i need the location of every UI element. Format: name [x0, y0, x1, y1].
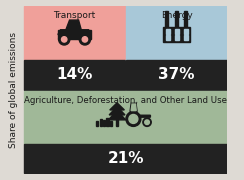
- Text: Agriculture, Deforestation, and Other Land Use: Agriculture, Deforestation, and Other La…: [24, 96, 227, 105]
- Text: Transport: Transport: [53, 11, 96, 20]
- Bar: [126, 6, 227, 60]
- Polygon shape: [109, 110, 126, 120]
- Bar: [24, 91, 227, 144]
- Circle shape: [126, 111, 141, 126]
- Circle shape: [143, 118, 151, 126]
- Text: 21%: 21%: [107, 151, 144, 166]
- Bar: [24, 6, 125, 60]
- Bar: [184, 29, 188, 34]
- Bar: [24, 60, 125, 90]
- Bar: [166, 35, 170, 40]
- Bar: [96, 122, 98, 126]
- Circle shape: [129, 114, 138, 123]
- Bar: [116, 118, 118, 126]
- Circle shape: [61, 37, 67, 42]
- Circle shape: [82, 37, 88, 42]
- Bar: [175, 35, 179, 40]
- Bar: [103, 120, 105, 126]
- Polygon shape: [110, 103, 124, 110]
- Bar: [175, 29, 179, 34]
- Circle shape: [145, 120, 149, 125]
- Bar: [175, 11, 178, 27]
- Text: 14%: 14%: [56, 68, 93, 82]
- Bar: [184, 35, 188, 40]
- Polygon shape: [130, 103, 137, 111]
- Polygon shape: [66, 20, 81, 30]
- Bar: [163, 27, 190, 42]
- Bar: [184, 11, 187, 27]
- Polygon shape: [109, 107, 125, 115]
- Text: Energy: Energy: [161, 11, 193, 20]
- Bar: [106, 118, 109, 126]
- Circle shape: [59, 34, 70, 45]
- Text: 37%: 37%: [158, 68, 195, 82]
- Polygon shape: [58, 30, 91, 35]
- Bar: [58, 30, 91, 39]
- Bar: [24, 144, 227, 173]
- Polygon shape: [131, 104, 136, 111]
- Text: Share of global emissions: Share of global emissions: [9, 32, 18, 148]
- Bar: [110, 121, 112, 126]
- Bar: [126, 60, 227, 90]
- Bar: [166, 29, 170, 34]
- Bar: [100, 119, 102, 126]
- Polygon shape: [130, 111, 150, 117]
- Bar: [165, 11, 168, 27]
- Circle shape: [79, 34, 91, 45]
